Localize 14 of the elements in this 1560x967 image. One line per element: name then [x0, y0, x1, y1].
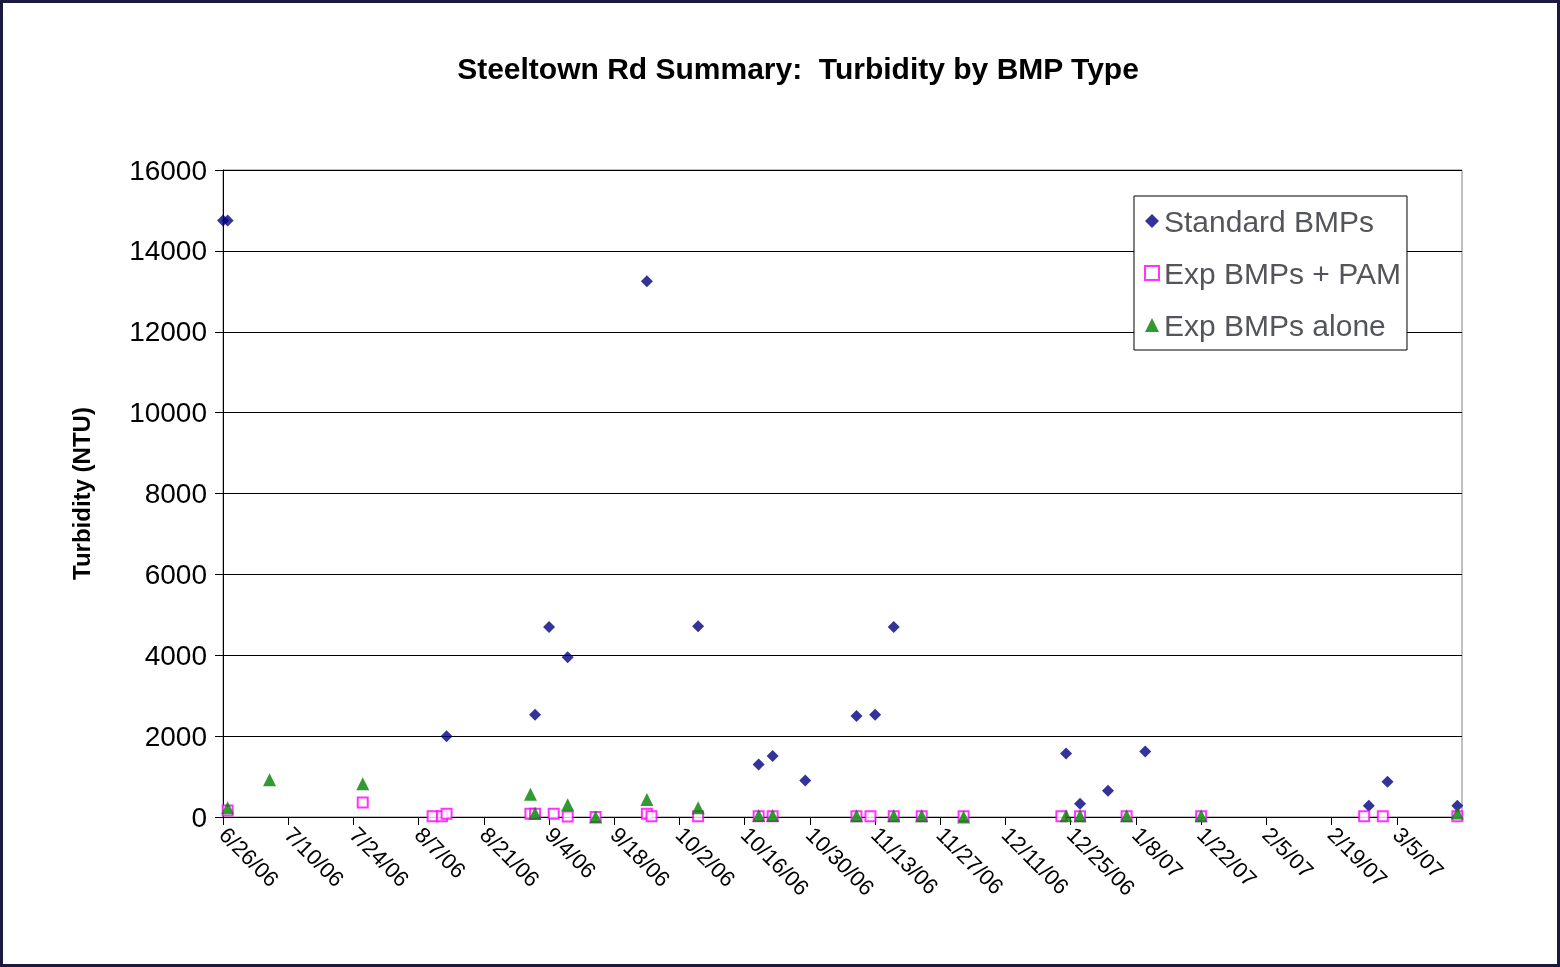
y-axis-title: Turbidity (NTU) — [67, 407, 95, 580]
legend-label: Standard BMPs — [1163, 204, 1375, 238]
legend-label: Exp BMPs + PAM — [1163, 256, 1401, 290]
y-tick-label: 16000 — [129, 154, 207, 186]
chart-title: Steeltown Rd Summary: Turbidity by BMP Type — [457, 51, 1139, 85]
legend-label: Exp BMPs alone — [1163, 308, 1386, 342]
y-tick-label: 8000 — [144, 478, 207, 509]
y-tick-label: 2000 — [144, 720, 207, 752]
y-tick-label: 0 — [191, 801, 207, 833]
y-tick-label: 10000 — [129, 397, 207, 429]
y-tick-label: 6000 — [144, 558, 207, 590]
y-tick-label: 4000 — [144, 639, 207, 671]
y-tick-label: 14000 — [129, 235, 207, 267]
y-tick-label: 12000 — [129, 316, 207, 348]
